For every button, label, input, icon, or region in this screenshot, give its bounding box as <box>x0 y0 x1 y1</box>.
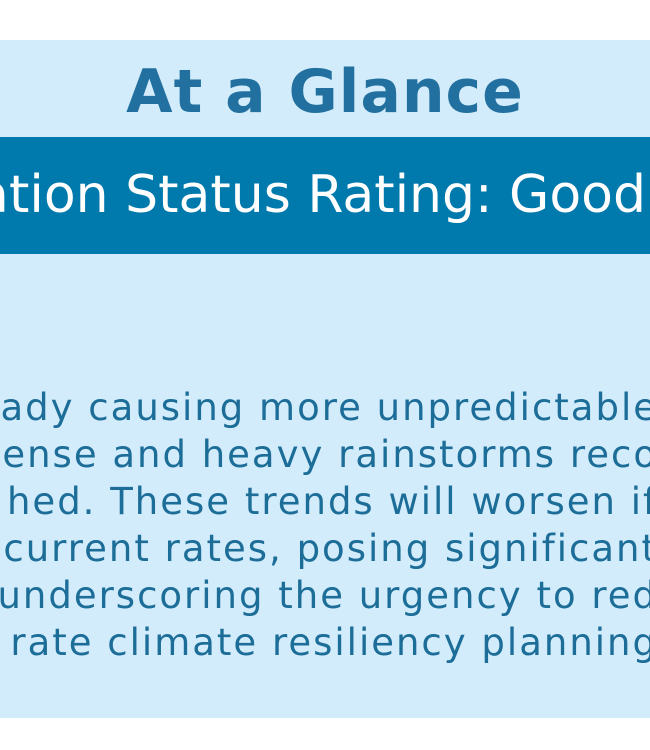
panel-title: At a Glance <box>126 57 524 127</box>
body-line: underscoring the urgency to red <box>0 574 650 617</box>
body-line: current rates, posing significant <box>3 527 650 570</box>
body-line: tense and heavy rainstorms reco <box>0 433 650 476</box>
body-line: rate climate resiliency planning <box>10 621 650 664</box>
status-rating-band: ation Status Rating: Good <box>0 137 650 254</box>
body-line: ady causing more unpredictable <box>0 386 650 429</box>
body-paragraph: ady causing more unpredictable tense and… <box>0 384 650 666</box>
status-rating-text: ation Status Rating: Good <box>0 165 646 225</box>
body-line: hed. These trends will worsen if <box>6 480 650 523</box>
at-a-glance-panel: At a Glance ation Status Rating: Good ad… <box>0 40 650 718</box>
